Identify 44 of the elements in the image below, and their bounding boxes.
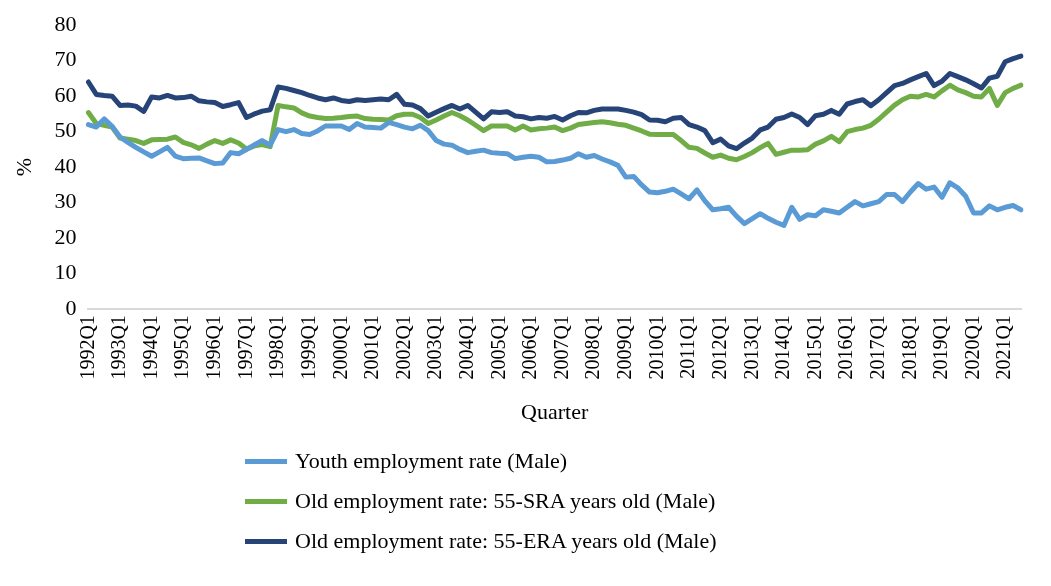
legend-label: Old employment rate: 55-SRA years old (Male): [295, 488, 716, 514]
x-tick-label: 1994Q1: [138, 315, 161, 380]
y-tick-label: 20: [54, 223, 77, 249]
x-tick-label: 2004Q1: [455, 315, 478, 380]
x-tick-label: 1999Q1: [296, 315, 319, 380]
x-tick-label: 1992Q1: [75, 315, 98, 380]
x-tick-label: 2000Q1: [328, 315, 351, 380]
y-tick-label: 40: [54, 152, 77, 178]
x-tick-label: 2018Q1: [897, 315, 920, 380]
x-tick-label: 2003Q1: [423, 315, 446, 380]
x-tick-label: 2020Q1: [960, 315, 983, 380]
x-tick-label: 2012Q1: [707, 315, 730, 380]
legend-label: Old employment rate: 55-ERA years old (Male): [295, 528, 717, 554]
x-tick-label: 2009Q1: [613, 315, 636, 380]
y-tick-label: 10: [54, 259, 77, 285]
y-tick-label: 30: [54, 188, 77, 214]
x-tick-label: 2008Q1: [581, 315, 604, 380]
x-tick-label: 2002Q1: [391, 315, 414, 380]
y-axis-title: %: [10, 158, 36, 177]
x-tick-label: 1997Q1: [233, 315, 256, 380]
x-tick-label: 2007Q1: [549, 315, 572, 380]
x-tick-label: 2013Q1: [739, 315, 762, 380]
y-tick-label: 60: [54, 81, 77, 107]
x-axis-title: Quarter: [521, 398, 589, 424]
x-tick-label: 2015Q1: [802, 315, 825, 380]
x-tick-label: 2006Q1: [518, 315, 541, 380]
x-tick-label: 2016Q1: [834, 315, 857, 380]
x-tick-label: 2017Q1: [865, 315, 888, 380]
x-tick-label: 2021Q1: [992, 315, 1015, 380]
x-tick-label: 2014Q1: [771, 315, 794, 380]
y-tick-label: 80: [54, 10, 77, 36]
x-tick-label: 2001Q1: [360, 315, 383, 380]
x-tick-label: 2011Q1: [676, 315, 699, 379]
x-tick-label: 1996Q1: [202, 315, 225, 380]
legend-label: Youth employment rate (Male): [295, 448, 568, 474]
x-tick-label: 1995Q1: [170, 315, 193, 380]
x-tick-label: 1993Q1: [107, 315, 130, 380]
y-tick-label: 50: [54, 117, 77, 143]
x-tick-label: 2010Q1: [644, 315, 667, 380]
y-tick-label: 70: [54, 46, 77, 72]
y-tick-label: 0: [65, 294, 77, 320]
x-tick-label: 2019Q1: [929, 315, 952, 380]
x-tick-label: 1998Q1: [265, 315, 288, 380]
x-tick-label: 2005Q1: [486, 315, 509, 380]
